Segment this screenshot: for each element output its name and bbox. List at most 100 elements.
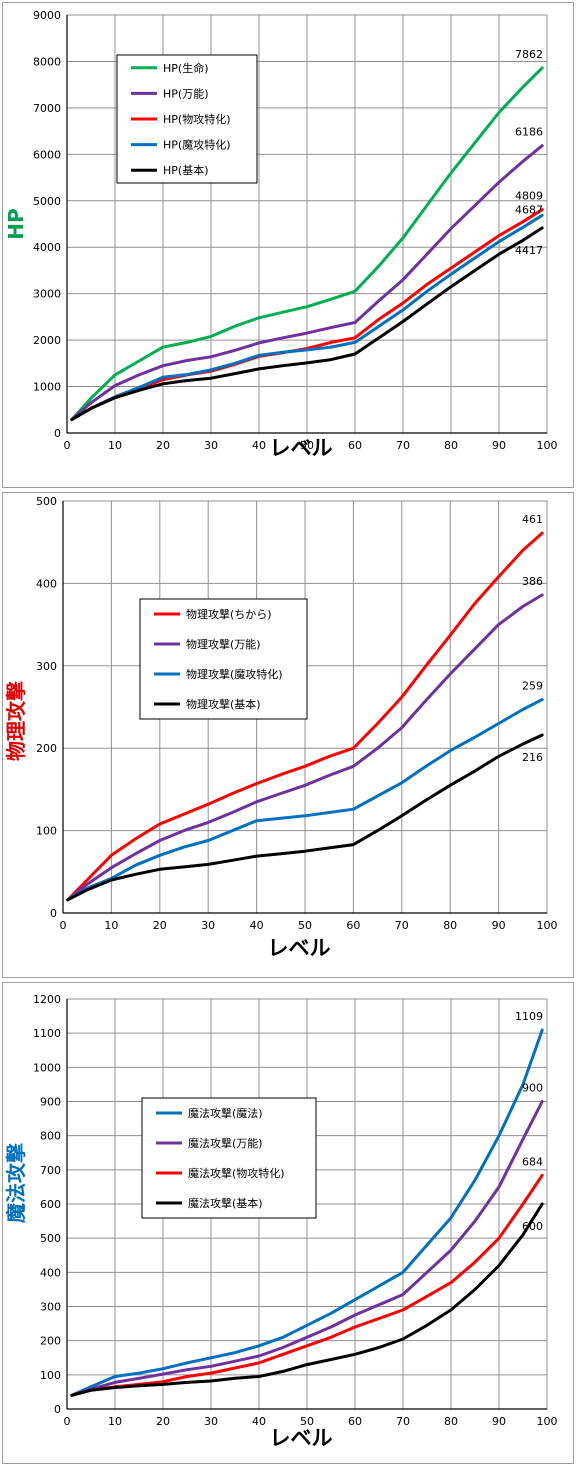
y-tick-label: 200 bbox=[40, 1335, 61, 1348]
series-end-label: 600 bbox=[522, 1220, 543, 1233]
x-tick-label: 90 bbox=[492, 439, 506, 452]
x-tick-label: 20 bbox=[153, 919, 167, 932]
magic-attack-chart: 0 10 20 30 40 50 60 70 80 90 100010020030040050060… bbox=[4, 993, 558, 1450]
series-line bbox=[70, 213, 544, 421]
x-tick-label: 30 bbox=[204, 1415, 218, 1428]
x-tick-label: 90 bbox=[492, 919, 506, 932]
x-tick-label: 10 bbox=[104, 919, 118, 932]
x-tick-label: 20 bbox=[156, 1415, 170, 1428]
physical-attack-chart: 0 10 20 30 40 50 60 70 80 90 100 0 100 200 300 400 500 レベ… bbox=[4, 495, 558, 960]
y-tick-label: 700 bbox=[40, 1164, 61, 1177]
legend-box bbox=[139, 598, 308, 720]
y-tick-label: 4000 bbox=[33, 241, 61, 254]
y-tick-label: 200 bbox=[36, 742, 57, 755]
x-tick-label: 70 bbox=[396, 1415, 410, 1428]
series-line bbox=[70, 66, 544, 421]
legend: HP(生命) HP(万能) HP(物攻特化) HP(魔攻特化) HP(基本) bbox=[116, 54, 258, 184]
y-tick-label: 2000 bbox=[33, 334, 61, 347]
x-tick-label: 10 bbox=[108, 1415, 122, 1428]
y-tick-label: 800 bbox=[40, 1130, 61, 1143]
legend-entry: 物理攻撃(万能) bbox=[186, 637, 261, 651]
x-tick-label: 10 bbox=[108, 439, 122, 452]
series-line bbox=[70, 226, 544, 421]
series-end-label: 4687 bbox=[515, 204, 543, 217]
series-end-label: 4809 bbox=[515, 190, 543, 203]
series-end-label: 4417 bbox=[515, 244, 543, 257]
y-tick-label: 100 bbox=[40, 1369, 61, 1382]
y-tick-label: 1200 bbox=[33, 993, 61, 1006]
x-tick-label: 0 bbox=[64, 1415, 71, 1428]
y-tick-label: 0 bbox=[54, 427, 61, 440]
x-axis-title: レベル bbox=[270, 436, 333, 460]
x-axis-title: レベル bbox=[270, 1426, 333, 1450]
y-tick-label: 8000 bbox=[33, 55, 61, 68]
y-tick-label: 9000 bbox=[33, 9, 61, 22]
legend-entry: HP(基本) bbox=[163, 163, 209, 177]
series-end-label: 216 bbox=[522, 751, 543, 764]
y-tick-label: 1100 bbox=[33, 1027, 61, 1040]
x-tick-label: 40 bbox=[250, 919, 264, 932]
y-tick-label: 0 bbox=[50, 907, 57, 920]
y-tick-label: 500 bbox=[40, 1232, 61, 1245]
x-axis-title: レベル bbox=[268, 936, 331, 960]
x-tick-label: 90 bbox=[492, 1415, 506, 1428]
y-axis-title: 魔法攻撃 bbox=[4, 1143, 28, 1223]
y-tick-label: 7000 bbox=[33, 102, 61, 115]
x-tick-label: 100 bbox=[537, 1415, 558, 1428]
x-tick-label: 80 bbox=[444, 1415, 458, 1428]
series-end-label: 259 bbox=[522, 680, 543, 693]
series-line bbox=[70, 1202, 544, 1397]
series-end-label: 900 bbox=[522, 1082, 543, 1095]
y-tick-label: 300 bbox=[40, 1301, 61, 1314]
y-tick-label: 300 bbox=[36, 660, 57, 673]
series-end-label: 6186 bbox=[515, 126, 543, 139]
legend: 魔法攻撃(魔法) 魔法攻撃(万能) 魔法攻撃(物攻特化) 魔法攻撃(基本) bbox=[141, 1097, 317, 1219]
y-axis-title: 物理攻撃 bbox=[4, 681, 28, 761]
series-line bbox=[66, 698, 544, 902]
y-tick-label: 3000 bbox=[33, 288, 61, 301]
y-tick-label: 1000 bbox=[33, 381, 61, 394]
legend-entry: HP(万能) bbox=[163, 86, 209, 100]
x-tick-label: 30 bbox=[204, 439, 218, 452]
legend-entry: 魔法攻撃(基本) bbox=[188, 1196, 263, 1210]
series-line bbox=[66, 531, 544, 902]
legend-box bbox=[141, 1097, 317, 1219]
legend-entry: 物理攻撃(魔攻特化) bbox=[186, 667, 283, 681]
x-tick-label: 40 bbox=[252, 1415, 266, 1428]
x-tick-label: 50 bbox=[300, 439, 314, 452]
x-tick-label: 100 bbox=[537, 439, 558, 452]
series-line bbox=[66, 733, 544, 902]
legend: 物理攻撃(ちから) 物理攻撃(万能) 物理攻撃(魔攻特化) 物理攻撃(基本) bbox=[139, 598, 308, 720]
x-tick-label: 60 bbox=[346, 919, 360, 932]
legend-entry: HP(生命) bbox=[163, 61, 209, 75]
legend-entry: 魔法攻撃(万能) bbox=[188, 1136, 263, 1150]
x-tick-label: 50 bbox=[300, 1415, 314, 1428]
magic-attack-chart-panel: 0 10 20 30 40 50 60 70 80 90 100 0 100 200 300 400 500 60… bbox=[2, 982, 574, 1464]
x-tick-label: 80 bbox=[444, 439, 458, 452]
physical-attack-chart-panel: 0 10 20 30 40 50 60 70 80 90 100 0 100 200 300 400 500 レベ… bbox=[2, 492, 574, 978]
x-tick-label: 80 bbox=[443, 919, 457, 932]
y-axis-title: HP bbox=[4, 208, 28, 239]
x-tick-label: 60 bbox=[348, 439, 362, 452]
series-end-label: 684 bbox=[522, 1155, 543, 1168]
x-tick-label: 20 bbox=[156, 439, 170, 452]
y-tick-label: 0 bbox=[54, 1403, 61, 1416]
series-line bbox=[70, 1028, 544, 1397]
x-tick-label: 70 bbox=[396, 439, 410, 452]
y-tick-label: 6000 bbox=[33, 148, 61, 161]
x-tick-label: 50 bbox=[298, 919, 312, 932]
x-tick-label: 40 bbox=[252, 439, 266, 452]
legend-entry: 物理攻撃(ちから) bbox=[186, 607, 272, 621]
series-end-label: 461 bbox=[522, 513, 543, 526]
series-line bbox=[70, 1100, 544, 1397]
y-tick-label: 400 bbox=[40, 1266, 61, 1279]
legend-entry: 物理攻撃(基本) bbox=[186, 697, 261, 711]
y-tick-label: 500 bbox=[36, 495, 57, 508]
x-tick-label: 70 bbox=[395, 919, 409, 932]
y-tick-label: 400 bbox=[36, 577, 57, 590]
hp-chart-panel: 0 10 20 30 40 50 60 70 80 90 100 0 1000 2000 3000 4000 5… bbox=[2, 2, 574, 488]
x-tick-label: 30 bbox=[201, 919, 215, 932]
y-tick-label: 1000 bbox=[33, 1061, 61, 1074]
x-tick-label: 0 bbox=[64, 439, 71, 452]
series-line bbox=[70, 144, 544, 421]
